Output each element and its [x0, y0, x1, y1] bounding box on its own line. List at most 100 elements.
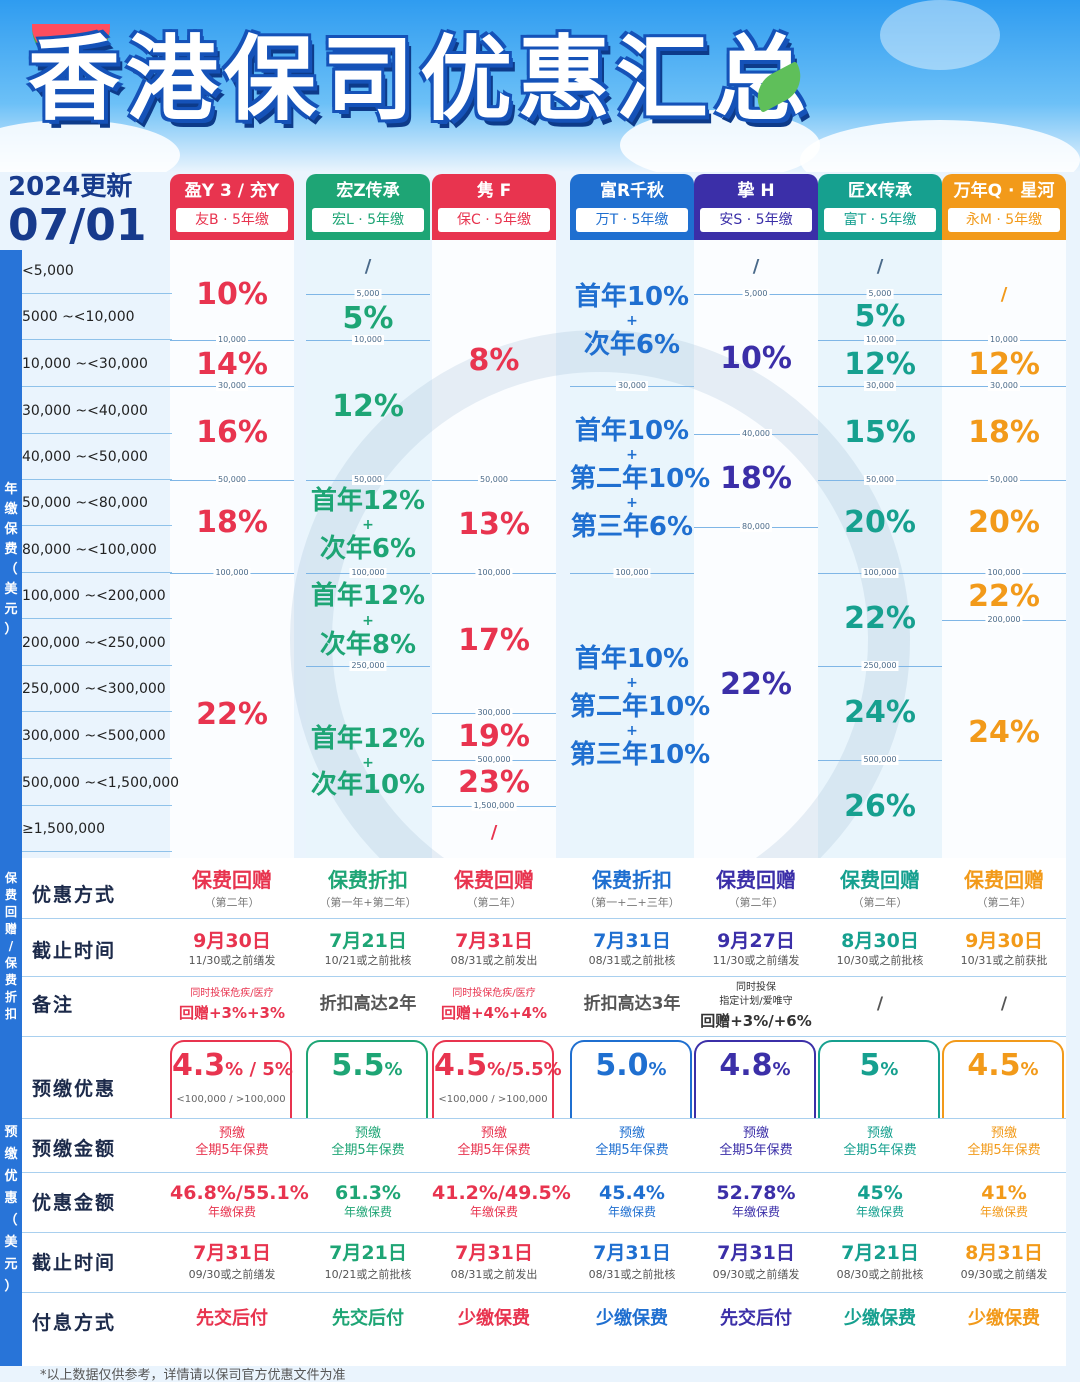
rate-value: 首年12%	[310, 486, 426, 516]
prepay-amount-label: 预缴	[480, 1126, 507, 1141]
note-bonus: 回赠+3%+3%	[178, 1004, 286, 1022]
tier-boundary: 50,000	[818, 475, 942, 485]
tier-boundary: 250,000	[306, 661, 430, 671]
note-bonus: 回赠+3%/+6%	[700, 1012, 812, 1030]
tier-boundary: 30,000	[818, 381, 942, 391]
discount-method: 保费回赠	[192, 868, 272, 892]
benefit-basis: 年缴保费	[207, 1205, 256, 1219]
tier-boundary-label: 30,000	[616, 381, 648, 391]
premium-tier-label: 10,000 ~<30,000	[22, 341, 172, 387]
column-insurer-badge: 万T · 5年缴	[576, 208, 688, 232]
note-condition: 同时投保	[736, 982, 776, 993]
benefit-percent: 41.2%/49.5%	[432, 1182, 571, 1204]
prepay-rate-suffix: %	[543, 1059, 562, 1080]
tier-boundary: 10,000	[942, 335, 1066, 345]
prepay-amount-label: 预缴	[742, 1126, 769, 1141]
rate-value: 5%	[342, 301, 394, 336]
discount-method-note: （第二年）	[728, 896, 784, 909]
row-divider	[22, 1232, 1066, 1233]
column-product-name: 盈Y 3 / 充Y	[184, 181, 280, 201]
column-insurer-badge: 永M · 5年缴	[948, 208, 1060, 232]
rate-value: 14%	[196, 347, 268, 382]
side-label-rebate: 保费回赠/保费折扣	[0, 858, 22, 1036]
tier-boundary-label: 10,000	[216, 335, 248, 345]
prepay-deadline-condition: 09/30或之前缮发	[960, 1268, 1048, 1281]
tier-boundary-label: 500,000	[475, 755, 513, 765]
prepay-amount-value: 全期5年保费	[195, 1143, 269, 1158]
column-header: 挚 H 安S · 5年缴	[694, 174, 818, 240]
row-divider	[22, 918, 1066, 919]
rate-value: 首年12%	[310, 724, 426, 754]
prepay-rate-main: 5.5	[331, 1048, 385, 1083]
prepay-card: 5.0%	[570, 1040, 692, 1118]
tier-boundary-label: 50,000	[988, 475, 1020, 485]
prepay-deadline-condition: 08/31或之前发出	[450, 1268, 538, 1281]
payment-method: 少缴保费	[458, 1308, 530, 1329]
tier-boundary-label: 10,000	[352, 335, 384, 345]
rate-value: 23%	[458, 765, 530, 800]
rate-value: /	[752, 256, 760, 277]
rate-value: 18%	[720, 461, 792, 496]
rate-value: 第三年6%	[570, 512, 694, 542]
tier-boundary-label: 10,000	[988, 335, 1020, 345]
row-divider	[22, 1036, 1066, 1037]
payment-method: 少缴保费	[968, 1308, 1040, 1329]
note-condition: 同时投保危疾/医疗	[190, 988, 274, 999]
column-header: 盈Y 3 / 充Y 友B · 5年缴	[170, 174, 294, 240]
tier-boundary-label: 10,000	[864, 335, 896, 345]
column-header: 匠X传承 富T · 5年缴	[818, 174, 942, 240]
rate-value: /	[490, 822, 498, 843]
update-date: 2024更新 07/01	[8, 172, 168, 252]
rate-value: 20%	[844, 505, 916, 540]
premium-tier-label: 30,000 ~<40,000	[22, 388, 172, 434]
deadline-date: 9月27日	[717, 930, 795, 952]
column-insurer-badge: 富T · 5年缴	[824, 208, 936, 232]
prepay-amount-value: 全期5年保费	[843, 1143, 917, 1158]
row-label-prepay: 预缴优惠	[32, 1078, 117, 1100]
prepay-amount-label: 预缴	[866, 1126, 893, 1141]
prepay-rate-main: 4.5	[434, 1048, 488, 1083]
discount-method-note: （第二年）	[466, 896, 522, 909]
side-label-prepay: 预缴优惠（美元）	[0, 1036, 22, 1366]
rate-value: 首年10%	[574, 644, 690, 674]
prepay-deadline-condition: 09/30或之前缮发	[712, 1268, 800, 1281]
discount-method: 保费回赠	[840, 868, 920, 892]
prepay-deadline-date: 7月21日	[841, 1242, 919, 1264]
premium-tier-label: 80,000 ~<100,000	[22, 527, 172, 573]
update-year: 2024更新	[8, 172, 133, 202]
deadline-condition: 10/31或之前获批	[960, 954, 1048, 967]
column-insurer-badge: 保C · 5年缴	[438, 208, 550, 232]
rate-value: 20%	[968, 505, 1040, 540]
tier-boundary: 100,000	[306, 568, 430, 578]
discount-method: 保费回赠	[716, 868, 796, 892]
tier-boundary: 5,000	[818, 289, 942, 299]
tier-boundary: 50,000	[306, 475, 430, 485]
rate-value: 22%	[844, 601, 916, 636]
tier-boundary-label: 100,000	[349, 568, 387, 578]
prepay-rate-unit: %	[384, 1059, 403, 1080]
rate-value: 5%	[854, 299, 906, 334]
rate-value: 24%	[968, 715, 1040, 750]
prepay-rate-main: 4.5	[967, 1048, 1021, 1083]
rate-value: 22%	[968, 579, 1040, 614]
prepay-rate-main: 5.0	[595, 1048, 649, 1083]
tier-boundary-label: 30,000	[216, 381, 248, 391]
prepay-deadline-condition: 09/30或之前缮发	[188, 1268, 276, 1281]
header-banner	[0, 0, 1080, 172]
tier-boundary-label: 500,000	[861, 755, 899, 765]
deadline-date: 9月30日	[193, 930, 271, 952]
rate-value: 首年10%	[574, 416, 690, 446]
prepay-threshold: <100,000 / >100,000	[176, 1094, 286, 1105]
prepay-amount-label: 预缴	[354, 1126, 381, 1141]
column-body	[942, 240, 1066, 858]
column-body	[170, 240, 294, 858]
prepay-rate-unit: % / 5	[225, 1059, 275, 1080]
rate-value: +	[626, 723, 638, 739]
benefit-percent: 41%	[981, 1182, 1027, 1204]
premium-tier-label: 50,000 ~<80,000	[22, 480, 172, 526]
tier-boundary-label: 1,500,000	[471, 801, 517, 811]
prepay-amount-value: 全期5年保费	[595, 1143, 669, 1158]
benefit-percent: 61.3%	[335, 1182, 401, 1204]
payment-method: 先交后付	[196, 1308, 268, 1329]
rate-value: 18%	[196, 505, 268, 540]
